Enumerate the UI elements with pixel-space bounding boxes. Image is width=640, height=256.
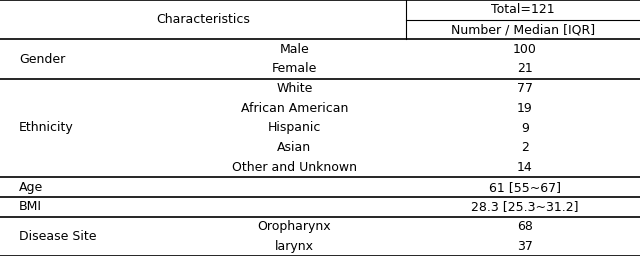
Text: 21: 21	[517, 62, 532, 76]
Text: Number / Median [IQR]: Number / Median [IQR]	[451, 23, 595, 36]
Text: Female: Female	[272, 62, 317, 76]
Text: 19: 19	[517, 102, 532, 115]
Text: 77: 77	[517, 82, 532, 95]
Text: 28.3 [25.3~31.2]: 28.3 [25.3~31.2]	[471, 200, 579, 213]
Text: Hispanic: Hispanic	[268, 122, 321, 134]
Text: BMI: BMI	[19, 200, 42, 213]
Text: Total=121: Total=121	[492, 3, 555, 16]
Text: 37: 37	[517, 240, 532, 253]
Text: Gender: Gender	[19, 52, 65, 66]
Text: Disease Site: Disease Site	[19, 230, 97, 243]
Text: Male: Male	[280, 43, 309, 56]
Text: African American: African American	[241, 102, 348, 115]
Text: White: White	[276, 82, 312, 95]
Text: 9: 9	[521, 122, 529, 134]
Text: Ethnicity: Ethnicity	[19, 122, 74, 134]
Text: Age: Age	[19, 180, 44, 194]
Text: 61 [55~67]: 61 [55~67]	[489, 180, 561, 194]
Text: Characteristics: Characteristics	[156, 13, 250, 26]
Text: larynx: larynx	[275, 240, 314, 253]
Text: 68: 68	[517, 220, 532, 233]
Text: 2: 2	[521, 141, 529, 154]
Text: 14: 14	[517, 161, 532, 174]
Text: Oropharynx: Oropharynx	[257, 220, 332, 233]
Text: Asian: Asian	[277, 141, 312, 154]
Text: Other and Unknown: Other and Unknown	[232, 161, 357, 174]
Text: 100: 100	[513, 43, 537, 56]
